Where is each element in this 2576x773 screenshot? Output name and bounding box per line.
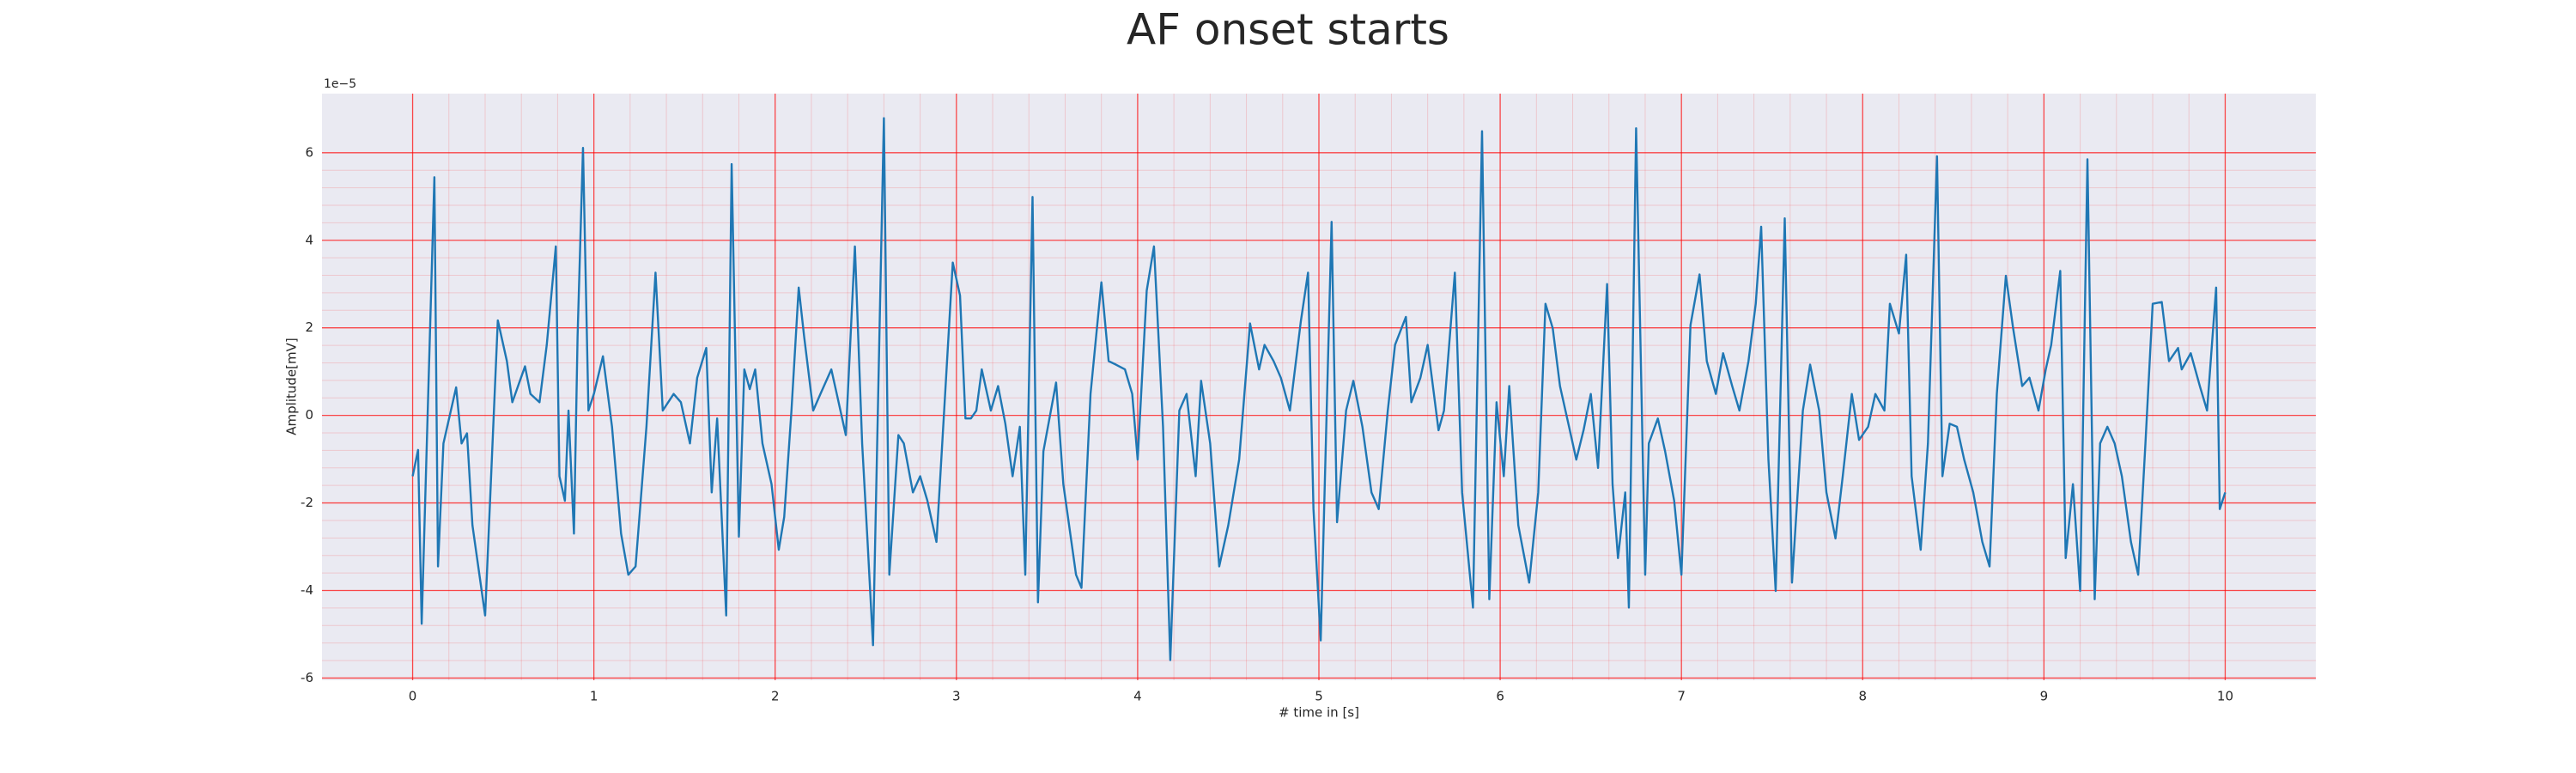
- x-tick-label: 1: [590, 689, 598, 704]
- y-offset-label: 1e−5: [324, 77, 356, 91]
- chart-title: AF onset starts: [1127, 5, 1449, 55]
- y-tick-label: -6: [301, 670, 313, 685]
- y-tick-label: 0: [305, 407, 313, 423]
- y-tick-label: 2: [305, 320, 313, 335]
- y-tick-label: -2: [301, 495, 313, 510]
- x-tick-label: 7: [1677, 689, 1686, 704]
- x-tick-label: 9: [2040, 689, 2049, 704]
- x-tick-label: 8: [1858, 689, 1867, 704]
- y-tick-label: -4: [301, 582, 313, 598]
- x-tick-label: 10: [2217, 689, 2233, 704]
- x-tick-label: 5: [1315, 689, 1323, 704]
- series-line: [411, 117, 2227, 661]
- y-tick-label: 6: [305, 144, 313, 160]
- x-tick-label: 4: [1133, 689, 1142, 704]
- x-tick-label: 2: [771, 689, 780, 704]
- x-tick-label: 3: [952, 689, 961, 704]
- y-axis-label: Amplitude[mV]: [284, 338, 300, 435]
- x-tick-label: 0: [409, 689, 417, 704]
- x-axis-label: # time in [s]: [1279, 705, 1359, 721]
- x-tick-label: 6: [1496, 689, 1504, 704]
- y-tick-label: 4: [305, 232, 313, 247]
